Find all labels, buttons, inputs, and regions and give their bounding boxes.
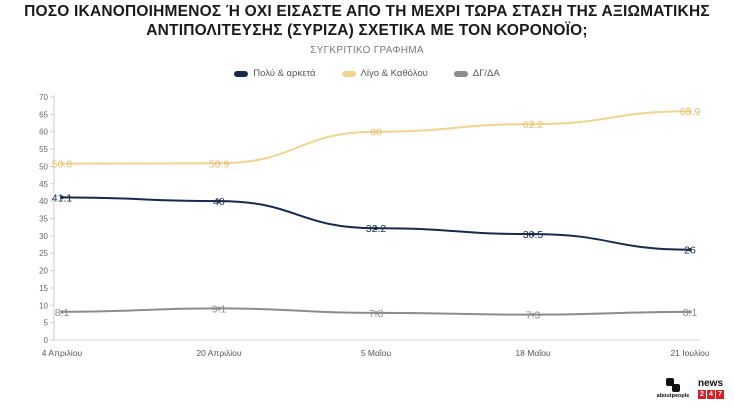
y-tick-label: 65 xyxy=(39,110,48,119)
data-label: 30.5 xyxy=(523,229,544,241)
chart-title-line-2: ΑΝΤΙΠΟΛΙΤΕΥΣΗΣ (ΣΥΡΙΖΑ) ΣΧΕΤΙΚΑ ΜΕ ΤΟΝ Κ… xyxy=(146,22,588,39)
x-tick-label: 20 Απριλίου xyxy=(196,348,241,358)
data-point xyxy=(60,310,64,314)
data-point xyxy=(374,226,378,231)
data-point xyxy=(531,232,535,236)
legend-label: Λίγο & Καθόλου xyxy=(360,68,428,79)
legend-item-poly-arketa: Πολύ & αρκετά xyxy=(234,68,316,79)
data-point xyxy=(217,161,221,166)
y-tick-label: 55 xyxy=(39,145,48,154)
data-point xyxy=(688,247,692,252)
data-point xyxy=(688,109,692,114)
y-tick-label: 0 xyxy=(44,336,49,345)
y-tick-label: 70 xyxy=(39,93,48,102)
legend-swatch xyxy=(341,70,356,77)
x-tick-label: 21 Ιουλίου xyxy=(670,348,709,358)
data-point xyxy=(217,199,221,203)
data-point xyxy=(374,311,378,315)
legend-label: ΔΓ/ΔΑ xyxy=(472,68,500,79)
data-label: 7.3 xyxy=(526,310,541,322)
y-tick-label: 40 xyxy=(39,197,48,206)
x-tick-label: 18 Μαΐου xyxy=(515,348,550,358)
legend-swatch xyxy=(234,70,249,77)
y-tick-label: 45 xyxy=(39,180,48,189)
data-label: 65.9 xyxy=(680,106,701,118)
data-label: 50.9 xyxy=(209,158,230,170)
data-label: 7.8 xyxy=(369,308,384,320)
y-tick-label: 60 xyxy=(39,128,48,137)
data-label: 40 xyxy=(213,196,225,208)
data-point xyxy=(531,122,535,126)
data-point xyxy=(531,312,535,317)
y-tick-label: 10 xyxy=(39,301,48,310)
news-logo-text: news xyxy=(698,378,724,389)
news-logo-digit: 7 xyxy=(716,390,724,399)
data-label: 26 xyxy=(684,245,696,257)
legend-swatch xyxy=(453,70,468,77)
news-logo-digit: 4 xyxy=(707,390,715,399)
chart-subtitle: ΣΥΓΚΡΙΤΙΚΟ ΓΡΑΦΗΜΑ xyxy=(310,45,424,56)
chart-legend: Πολύ & αρκετά Λίγο & Καθόλου ΔΓ/ΔΑ xyxy=(0,68,734,79)
data-point xyxy=(60,161,64,166)
y-tick-label: 35 xyxy=(39,215,48,224)
y-tick-label: 5 xyxy=(44,319,49,328)
aboutpeople-mark-icon xyxy=(666,378,680,392)
legend-item-ligo-katholou: Λίγο & Καθόλου xyxy=(341,68,428,79)
data-label: 9.1 xyxy=(212,303,227,315)
data-label: 8.1 xyxy=(683,307,698,319)
data-label: 41.1 xyxy=(52,192,73,204)
y-tick-label: 15 xyxy=(39,284,48,293)
aboutpeople-logo: aboutpeople xyxy=(655,378,691,399)
data-point xyxy=(60,195,64,200)
news-logo-digit: 2 xyxy=(698,390,706,399)
x-tick-label: 5 Μαΐου xyxy=(361,348,392,358)
data-point xyxy=(688,310,692,314)
aboutpeople-logo-text: aboutpeople xyxy=(656,393,690,399)
chart-title-line-1: ΠΟΣΟ ΙΚΑΝΟΠΟΙΗΜΕΝΟΣ Ή ΟΧΙ ΕΙΣΑΣΤΕ ΑΠΟ ΤΗ… xyxy=(24,3,710,20)
y-tick-label: 50 xyxy=(39,162,48,171)
data-label: 8.1 xyxy=(55,307,70,319)
chart-title: ΠΟΣΟ ΙΚΑΝΟΠΟΙΗΜΕΝΟΣ Ή ΟΧΙ ΕΙΣΑΣΤΕ ΑΠΟ ΤΗ… xyxy=(0,2,734,40)
y-tick-label: 20 xyxy=(39,267,48,276)
data-point xyxy=(374,129,378,134)
x-tick-label: 4 Απριλίου xyxy=(42,348,83,358)
data-point xyxy=(217,306,221,311)
data-label: 62.2 xyxy=(523,119,544,131)
y-tick-label: 30 xyxy=(39,232,48,241)
data-label: 32.2 xyxy=(366,223,387,235)
data-label: 60 xyxy=(370,127,382,139)
legend-label: Πολύ & αρκετά xyxy=(253,68,316,79)
data-label: 50.8 xyxy=(52,159,73,171)
legend-item-dg-da: ΔΓ/ΔΑ xyxy=(453,68,500,79)
y-tick-label: 25 xyxy=(39,249,48,258)
news247-logo: news 2 4 7 xyxy=(698,379,728,399)
